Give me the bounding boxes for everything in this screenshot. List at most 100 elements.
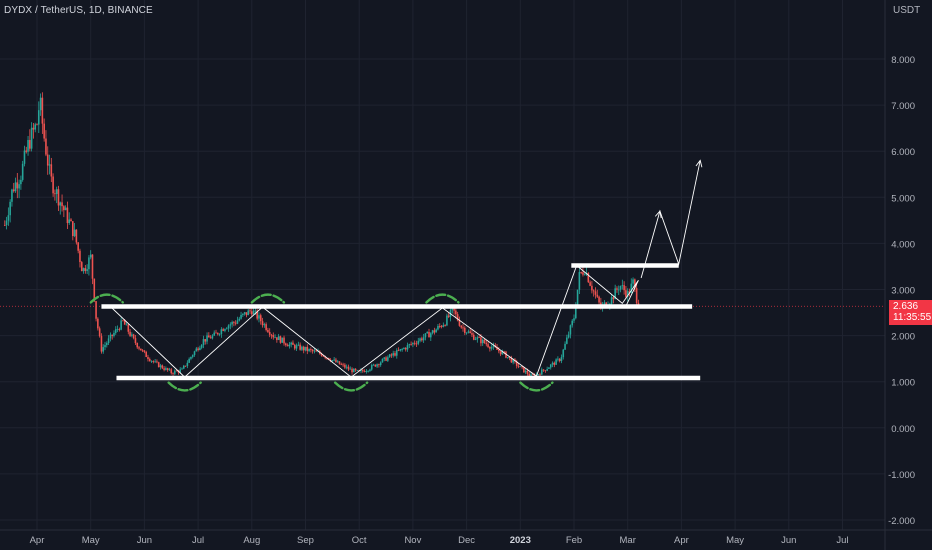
symbol-title[interactable]: DYDX / TetherUS, 1D, BINANCE <box>4 5 153 16</box>
candle-body <box>245 312 248 316</box>
candle-body <box>435 329 437 333</box>
candle-body <box>102 347 105 352</box>
candle-body <box>20 179 22 185</box>
candle-body <box>589 282 591 286</box>
candle-body <box>351 368 353 373</box>
candle-body <box>114 329 117 333</box>
candle-body <box>249 310 251 312</box>
candle-body <box>431 330 434 334</box>
candle-body <box>11 189 13 202</box>
candle-body <box>533 374 536 377</box>
candle-body <box>242 313 244 315</box>
candle-body <box>621 285 624 287</box>
candle-body <box>125 324 128 326</box>
candle-body <box>216 332 219 335</box>
candle-body <box>21 163 24 180</box>
candle-body <box>512 359 514 363</box>
candle-body <box>510 357 513 363</box>
x-tick-label: Aug <box>243 535 260 546</box>
candle-body <box>582 272 584 275</box>
candle-body <box>489 346 491 349</box>
candle-body <box>80 262 83 272</box>
projection-path-line[interactable] <box>640 160 701 279</box>
candle-body <box>390 354 393 356</box>
price-scale-currency[interactable]: USDT <box>893 5 921 16</box>
candle-body <box>596 294 599 297</box>
candle-body <box>496 347 498 350</box>
candle-body <box>208 335 210 338</box>
candle-body <box>399 349 402 351</box>
candle-body <box>77 242 79 251</box>
candle-body <box>574 306 577 319</box>
candle-body <box>70 219 72 222</box>
candle-body <box>462 327 464 329</box>
candle-body <box>57 189 60 206</box>
candle-body <box>106 343 108 346</box>
candle-body <box>240 314 242 319</box>
candle-body <box>156 361 158 363</box>
candle-body <box>165 368 167 370</box>
candle-body <box>55 189 58 194</box>
candle-body <box>546 369 548 371</box>
reversal-arc-mark[interactable] <box>89 293 125 304</box>
candle-body <box>610 297 613 304</box>
reversal-arc-mark[interactable] <box>250 293 286 304</box>
candle-body <box>215 332 217 334</box>
candle-body <box>591 285 593 291</box>
candle-body <box>79 250 81 263</box>
candle-body <box>52 176 54 194</box>
candle-body <box>254 310 257 312</box>
candle-body <box>231 322 233 325</box>
candle-body <box>168 369 171 371</box>
candle-body <box>558 358 561 362</box>
candle-body <box>263 324 266 326</box>
projection-arrow-head-2 <box>695 159 703 168</box>
candle-body <box>91 254 94 279</box>
candle-body <box>446 315 448 326</box>
reversal-arc-mark[interactable] <box>425 293 460 304</box>
candle-body <box>369 369 371 371</box>
candle-body <box>14 182 17 192</box>
candle-body <box>111 334 113 336</box>
candle-body <box>557 358 559 360</box>
candle-body <box>465 332 468 334</box>
candle-body <box>93 278 96 302</box>
triangle-pattern-line[interactable] <box>576 265 639 309</box>
candle-body <box>553 362 556 365</box>
candle-body <box>36 124 38 126</box>
candle-body <box>148 359 151 361</box>
candle-body <box>365 371 368 372</box>
candle-body <box>197 348 199 351</box>
candle-body <box>18 184 20 189</box>
candle-body <box>259 315 262 322</box>
candle-body <box>625 290 627 297</box>
candle-body <box>50 164 53 177</box>
candle-body <box>132 334 135 339</box>
candle-body <box>451 308 454 311</box>
candle-body <box>283 337 285 344</box>
candle-body <box>438 325 441 327</box>
candle-body <box>252 310 255 315</box>
candle-body <box>32 127 35 130</box>
candle-body <box>555 359 557 365</box>
candle-body <box>356 370 359 371</box>
candle-body <box>100 336 103 352</box>
candle-body <box>172 373 174 375</box>
candle-body <box>120 320 122 330</box>
candle-body <box>499 351 502 355</box>
candle-body <box>537 374 539 376</box>
reversal-arc-mark[interactable] <box>333 381 369 392</box>
candle-body <box>202 339 205 346</box>
x-tick-label: Jun <box>781 535 796 546</box>
candle-body <box>209 337 212 339</box>
reversal-arc-mark[interactable] <box>167 381 202 392</box>
reversal-arc-mark[interactable] <box>519 381 554 392</box>
candle-body <box>623 285 625 291</box>
candle-body <box>222 329 224 331</box>
candle-body <box>583 274 586 276</box>
candle-body <box>46 154 49 166</box>
candle-body <box>200 345 203 348</box>
zigzag-pattern-line[interactable] <box>109 265 578 378</box>
